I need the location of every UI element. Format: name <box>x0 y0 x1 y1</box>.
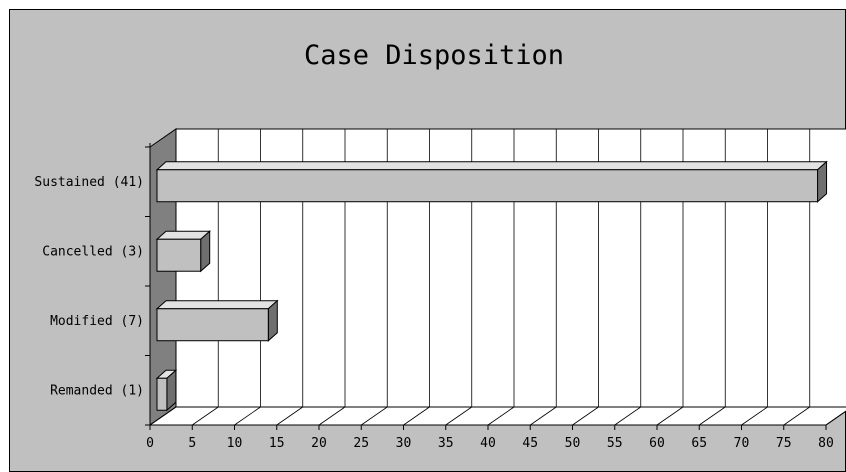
floor-gridline <box>192 406 219 426</box>
x-tick-label: 45 <box>522 436 538 451</box>
bar-top <box>155 161 828 171</box>
category-label: Sustained (41) <box>34 175 144 190</box>
floor-gridline <box>487 406 515 426</box>
x-tick-label: 10 <box>227 436 243 451</box>
floor-gridline <box>276 406 303 426</box>
x-tick-label: 50 <box>565 436 581 451</box>
floor-gridline <box>530 406 557 426</box>
x-tick-label: 60 <box>649 436 665 451</box>
x-tick-label: 25 <box>353 436 369 451</box>
category-labels: Sustained (41) Cancelled (3) Modified (7) R… <box>34 175 144 399</box>
floor-gridline <box>403 406 430 426</box>
floor-gridline <box>614 406 641 426</box>
bars <box>155 160 828 412</box>
bar <box>155 299 279 342</box>
x-tick-label: 55 <box>607 436 623 451</box>
bar-top <box>155 300 279 310</box>
bar <box>155 369 178 412</box>
floor <box>148 406 846 426</box>
floor-face <box>148 406 846 426</box>
floor-gridline <box>783 406 810 426</box>
category-label: Cancelled (3) <box>42 244 144 259</box>
floor-gridline <box>445 406 472 426</box>
bar-front <box>156 308 269 342</box>
floor-gridline <box>234 406 261 426</box>
bar-front <box>156 169 819 203</box>
x-tick-label: 40 <box>480 436 496 451</box>
x-tick-label: 35 <box>438 436 454 451</box>
x-tick-label: 65 <box>691 436 707 451</box>
floor-gridline <box>318 406 346 426</box>
floor-gridline <box>149 406 177 426</box>
x-tick-label: 75 <box>776 436 792 451</box>
category-label: Modified (7) <box>50 314 144 329</box>
bar-front <box>156 238 202 272</box>
x-tick-label: 70 <box>734 436 750 451</box>
floor-gridline <box>361 406 388 426</box>
x-tick-label: 20 <box>311 436 327 451</box>
floor-gridline <box>656 406 684 426</box>
x-tick-labels: 0 5 10 15 20 25 30 35 40 45 50 55 60 65 70 75 80 <box>146 436 834 451</box>
floor-gridline <box>825 410 846 426</box>
x-tick-label: 15 <box>269 436 285 451</box>
bar <box>155 160 828 203</box>
floor-gridline <box>572 406 599 426</box>
x-tick-label: 0 <box>146 436 154 451</box>
category-label: Remanded (1) <box>50 383 144 398</box>
x-tick-label: 80 <box>818 436 834 451</box>
chart-title: Case Disposition <box>304 40 564 71</box>
floor-gridline <box>699 406 726 426</box>
bar-front <box>156 377 168 411</box>
floor-gridline <box>741 406 768 426</box>
bar <box>155 230 212 273</box>
axes <box>145 143 827 430</box>
x-tick-label: 5 <box>188 436 196 451</box>
x-tick-label: 30 <box>396 436 412 451</box>
